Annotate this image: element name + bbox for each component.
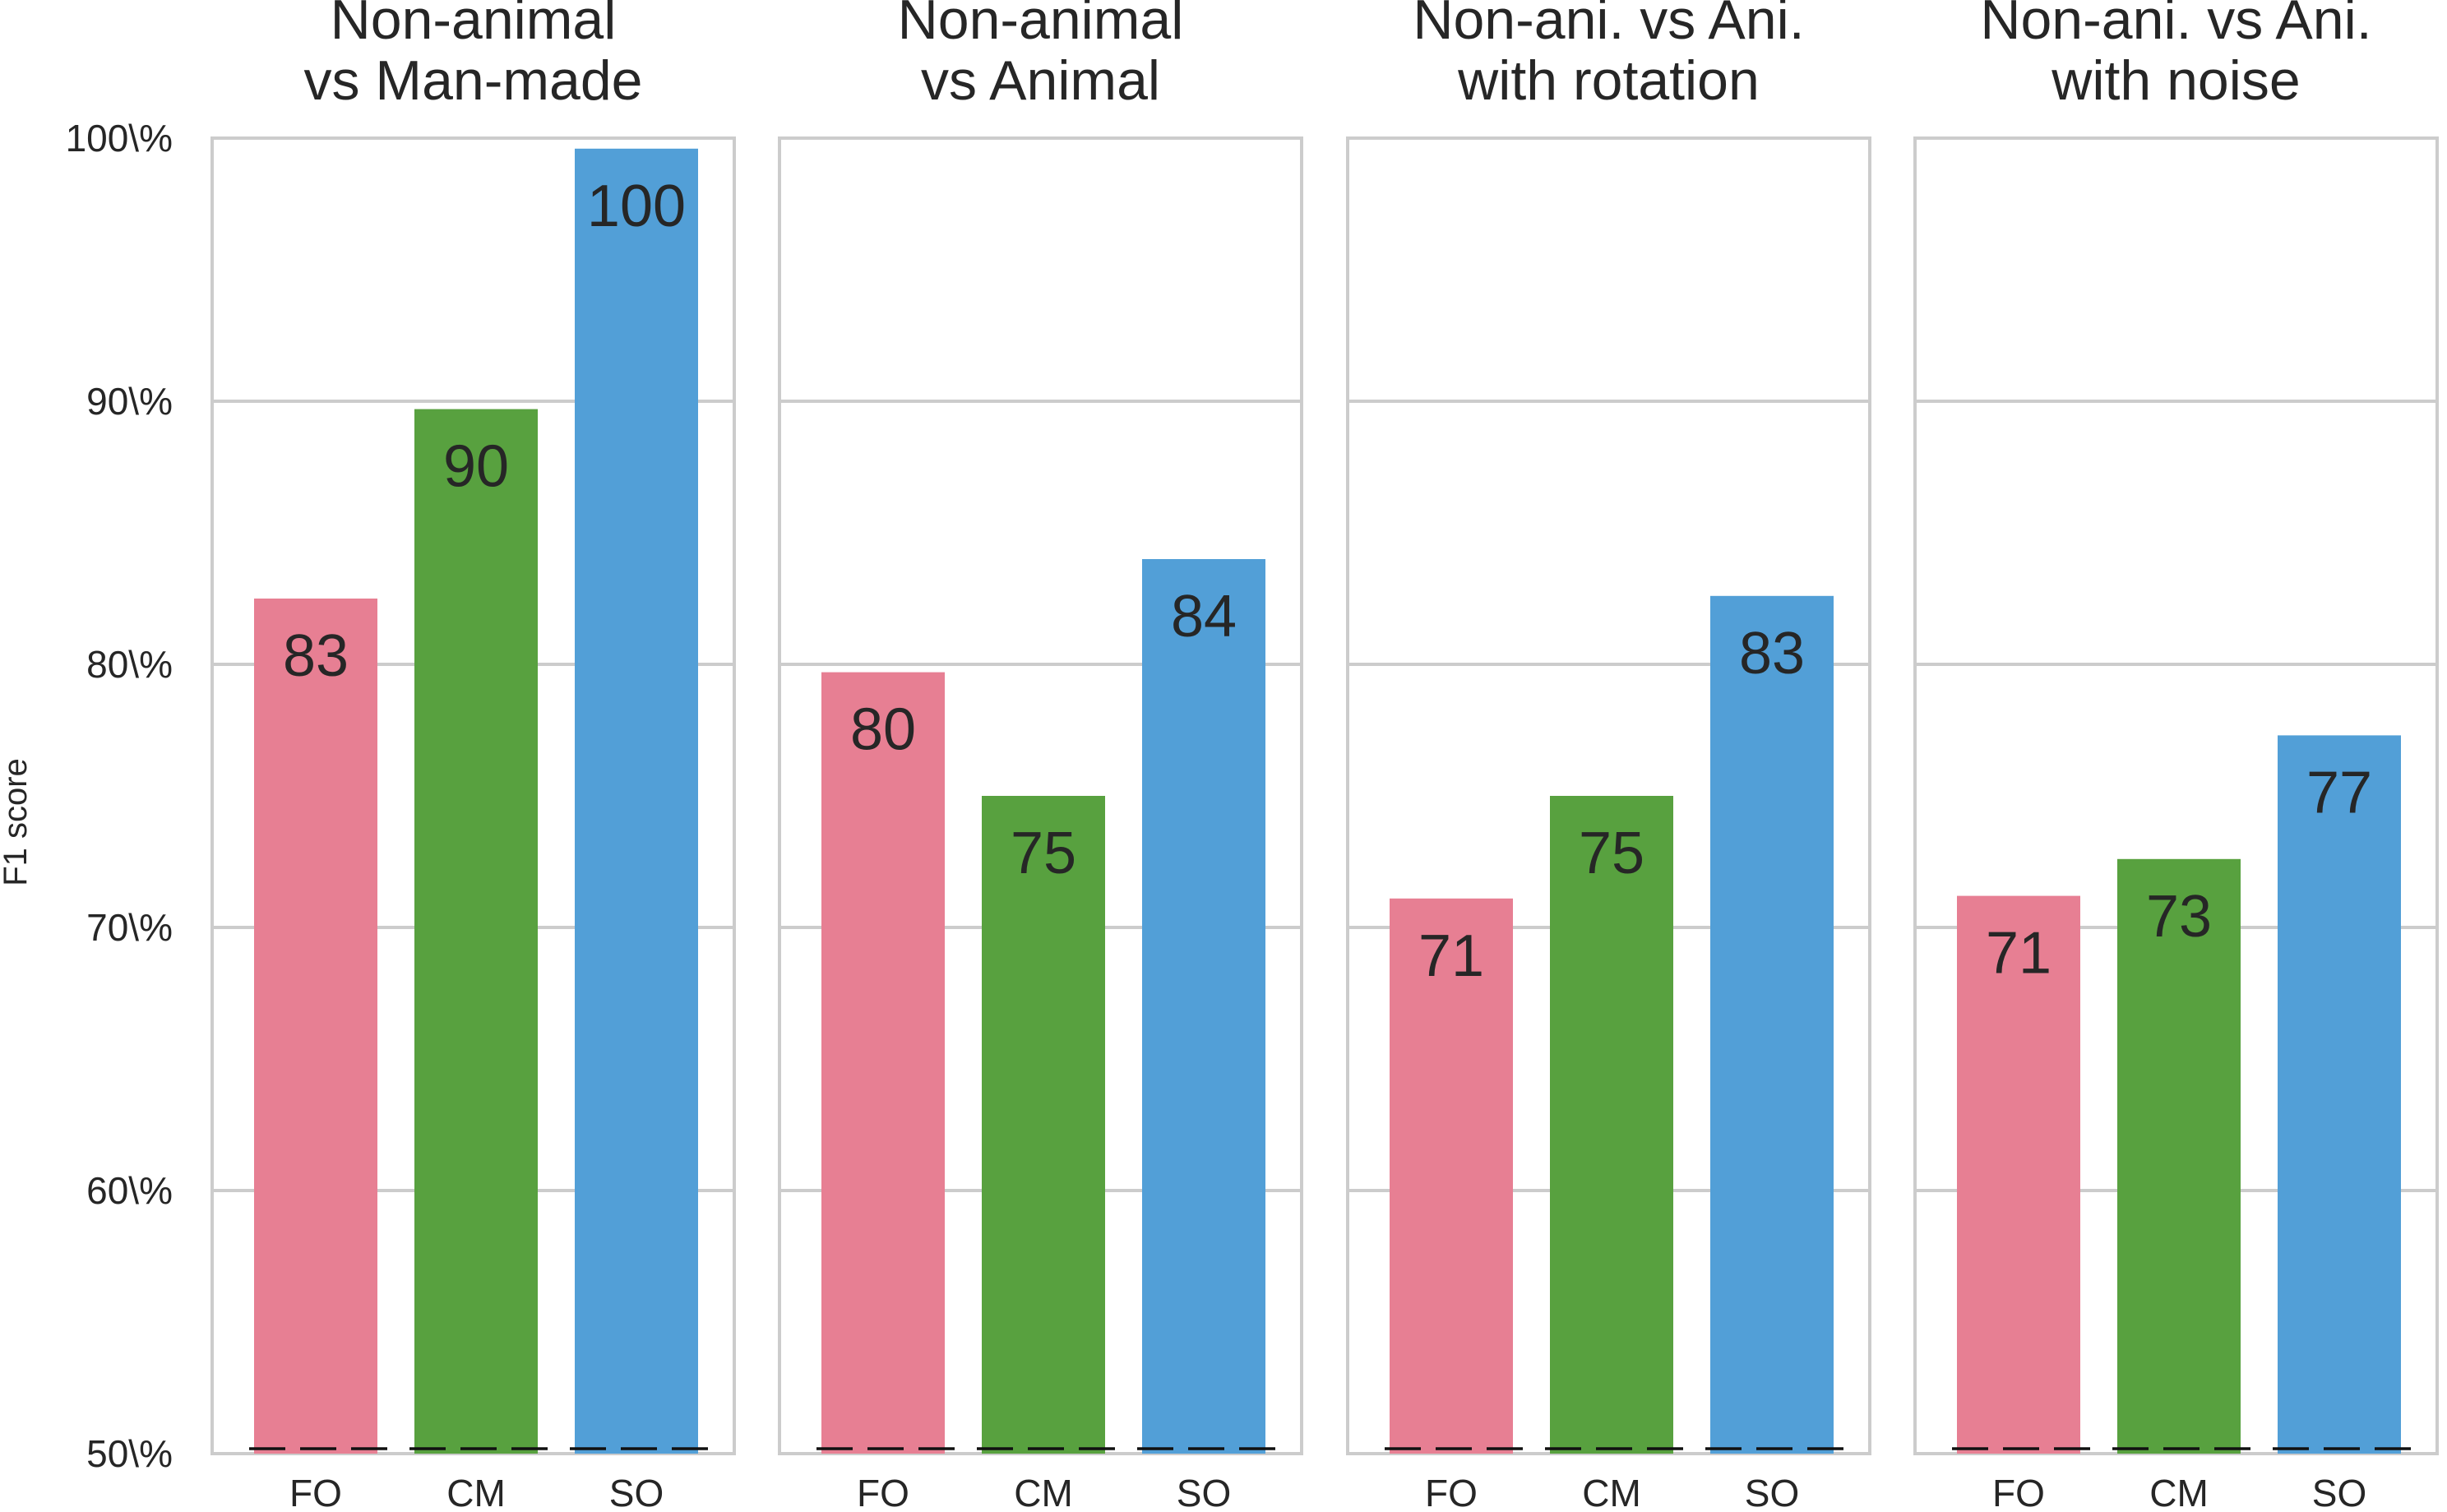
bar-value-label: 77 <box>2306 760 2372 825</box>
bar-so <box>1710 595 1834 1454</box>
x-tick-label: CM <box>1582 1472 1641 1512</box>
bar-fo <box>1390 898 1513 1454</box>
bar-value-label: 90 <box>443 434 509 500</box>
bar-value-label: 83 <box>283 623 349 689</box>
panel-title-line: vs Man-made <box>304 49 643 112</box>
x-tick-label: FO <box>1992 1472 2045 1512</box>
bar-cm <box>982 796 1105 1454</box>
x-tick-label: CM <box>2149 1472 2209 1512</box>
bar-cm <box>2117 858 2241 1454</box>
x-tick-label: FO <box>1425 1472 1478 1512</box>
x-tick-label: FO <box>289 1472 342 1512</box>
panel-title-line: Non-animal <box>898 0 1184 51</box>
x-tick-label: CM <box>1014 1472 1073 1512</box>
panel-title-line: Non-ani. vs Ani. <box>1413 0 1804 51</box>
x-tick-label: SO <box>2312 1472 2366 1512</box>
bar-cm <box>1550 796 1673 1454</box>
x-tick-label: SO <box>1177 1472 1231 1512</box>
bar-so <box>1142 559 1265 1454</box>
bar-fo <box>821 672 945 1454</box>
x-tick-label: SO <box>609 1472 664 1512</box>
y-tick-label: 80\% <box>86 643 173 686</box>
panel-title-line: Non-animal <box>331 0 617 51</box>
bar-value-label: 80 <box>850 697 916 763</box>
x-tick-label: CM <box>446 1472 506 1512</box>
bar-cm <box>414 409 538 1454</box>
panel-title-line: with noise <box>2051 49 2300 112</box>
panel-3: Non-ani. vs Ani.with rotation 71 FO 75 CM 83 S… <box>1346 0 1871 1512</box>
panel-title-line: Non-ani. vs Ani. <box>1980 0 2371 51</box>
bar-value-label: 83 <box>1739 621 1805 687</box>
bar-so <box>2278 735 2401 1454</box>
panel-title: Non-ani. vs Ani.with noise <box>1980 0 2371 112</box>
y-tick-label: 60\% <box>86 1169 173 1212</box>
bar-value-label: 75 <box>1579 821 1644 886</box>
panel-4: Non-ani. vs Ani.with noise 71 FO 73 CM 77 SO <box>1913 0 2439 1512</box>
bar-fo <box>254 599 377 1454</box>
y-axis-tick-labels: 50\% 60\% 70\% 80\% 90\% 100\% <box>66 117 173 1475</box>
bar-value-label: 100 <box>587 173 686 239</box>
bar-value-label: 73 <box>2146 884 2212 950</box>
panel-title: Non-ani. vs Ani.with rotation <box>1413 0 1804 112</box>
y-tick-label: 90\% <box>86 380 173 423</box>
y-axis-label: F1 score <box>0 758 34 886</box>
bar-value-label: 75 <box>1011 821 1076 886</box>
bar-value-label: 71 <box>1418 923 1484 989</box>
x-tick-label: SO <box>1745 1472 1799 1512</box>
y-tick-label: 100\% <box>66 117 173 160</box>
bar-value-label: 71 <box>1986 921 2052 987</box>
panel-title-line: vs Animal <box>921 49 1160 112</box>
panel-title-line: with rotation <box>1457 49 1760 112</box>
x-tick-label: FO <box>857 1472 909 1512</box>
y-tick-label: 70\% <box>86 906 173 949</box>
bar-fo <box>1957 895 2080 1454</box>
y-tick-label: 50\% <box>86 1432 173 1475</box>
bar-value-label: 84 <box>1171 584 1237 650</box>
bar-so <box>575 148 698 1454</box>
